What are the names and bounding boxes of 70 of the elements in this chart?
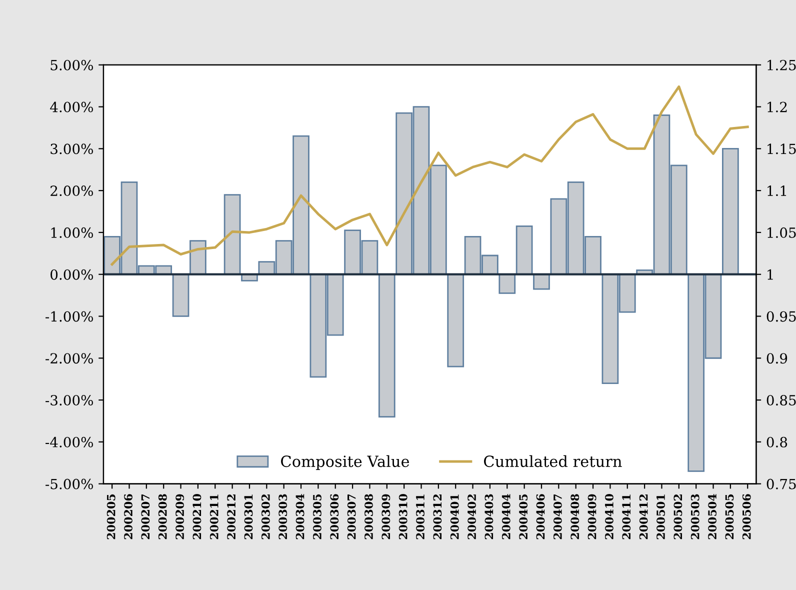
bar [722,148,739,276]
x-tick-label: 200309 [382,494,390,540]
x-tick-label: 200401 [450,494,459,540]
x-tick-label: 200308 [364,494,373,540]
y-tick-label: -5.00% [46,478,93,490]
x-tick-label: 200208 [158,494,167,540]
x-tick-label: 200506 [742,494,751,540]
y-tick-label: -1.00% [46,311,93,322]
x-tick-label: 200406 [536,494,545,540]
bar [378,274,396,418]
x-tick-label: 200205 [106,494,116,540]
x-tick-label: 200305 [313,494,322,540]
x-tick-label: 200207 [141,494,150,540]
x-tick-label: 200211 [210,494,218,540]
y-tick-label: 0.00% [50,269,93,280]
y2-tick-label: 0.85 [766,394,796,406]
y2-tick-label: 0.75 [766,478,796,490]
y-tick-label: -2.00% [46,353,93,364]
y2-tick-label: 1.2 [768,102,787,112]
y-tick-label: -4.00% [46,436,93,448]
x-tick-label: 200405 [519,494,528,540]
x-tick-label: 200501 [656,494,665,540]
y-tick-label: 5.00% [50,60,93,70]
x-tick-label: 200212 [227,494,236,540]
x-tick-label: 200301 [244,494,253,540]
y-tick-label: 1.00% [51,227,93,238]
y2-tick-label: 0.95 [766,311,796,322]
x-tick-label: 200311 [416,494,424,540]
x-tick-label: 200409 [588,494,596,540]
x-tick-label: 200412 [639,494,648,540]
x-tick-label: 200404 [502,494,510,540]
y2-tick-label: 1.1 [768,186,786,196]
y2-tick-label: 0.8 [766,436,788,448]
bar [516,225,533,276]
x-tick-label: 200303 [278,494,288,540]
line-series [110,85,749,266]
y2-tick-label: 1.05 [768,227,796,238]
x-tick-label: 200307 [347,494,356,540]
legend-label: Cumulated return [484,455,622,468]
bar [224,194,241,276]
x-tick-label: 200407 [553,494,562,540]
x-tick-label: 200209 [176,494,184,540]
y-tick-label: -3.00% [46,394,93,406]
bar [447,274,464,368]
bar [498,274,516,294]
x-tick-label: 200504 [708,494,716,540]
x-tick-label: 200410 [605,494,614,540]
y2-tick-label: 1.15 [768,144,796,154]
y2-tick-label: 0.9 [766,353,788,364]
y-tick-label: 4.00% [50,102,93,112]
x-tick-label: 200505 [725,494,734,540]
x-tick-label: 200502 [674,494,682,540]
x-tick-label: 200403 [484,494,494,540]
x-tick-label: 200210 [192,494,202,540]
x-tick-label: 200206 [124,494,132,540]
x-tick-label: 200402 [468,494,476,540]
x-tick-label: 200306 [330,494,339,540]
bar [172,274,190,317]
y-tick-label: 2.00% [50,186,93,196]
x-tick-label: 200302 [261,494,270,540]
x-tick-label: 200503 [690,494,700,540]
x-tick-label: 200411 [622,494,631,540]
y2-tick-label: 1 [768,269,773,280]
y2-tick-label: 1.25 [768,60,796,70]
x-tick-label: 200310 [398,494,408,540]
x-tick-label: 200312 [433,494,442,540]
y-tick-label: 3.00% [50,144,93,154]
x-tick-label: 200408 [570,494,580,540]
legend-label: Composite Value [281,455,410,470]
x-tick-label: 200304 [296,494,304,540]
